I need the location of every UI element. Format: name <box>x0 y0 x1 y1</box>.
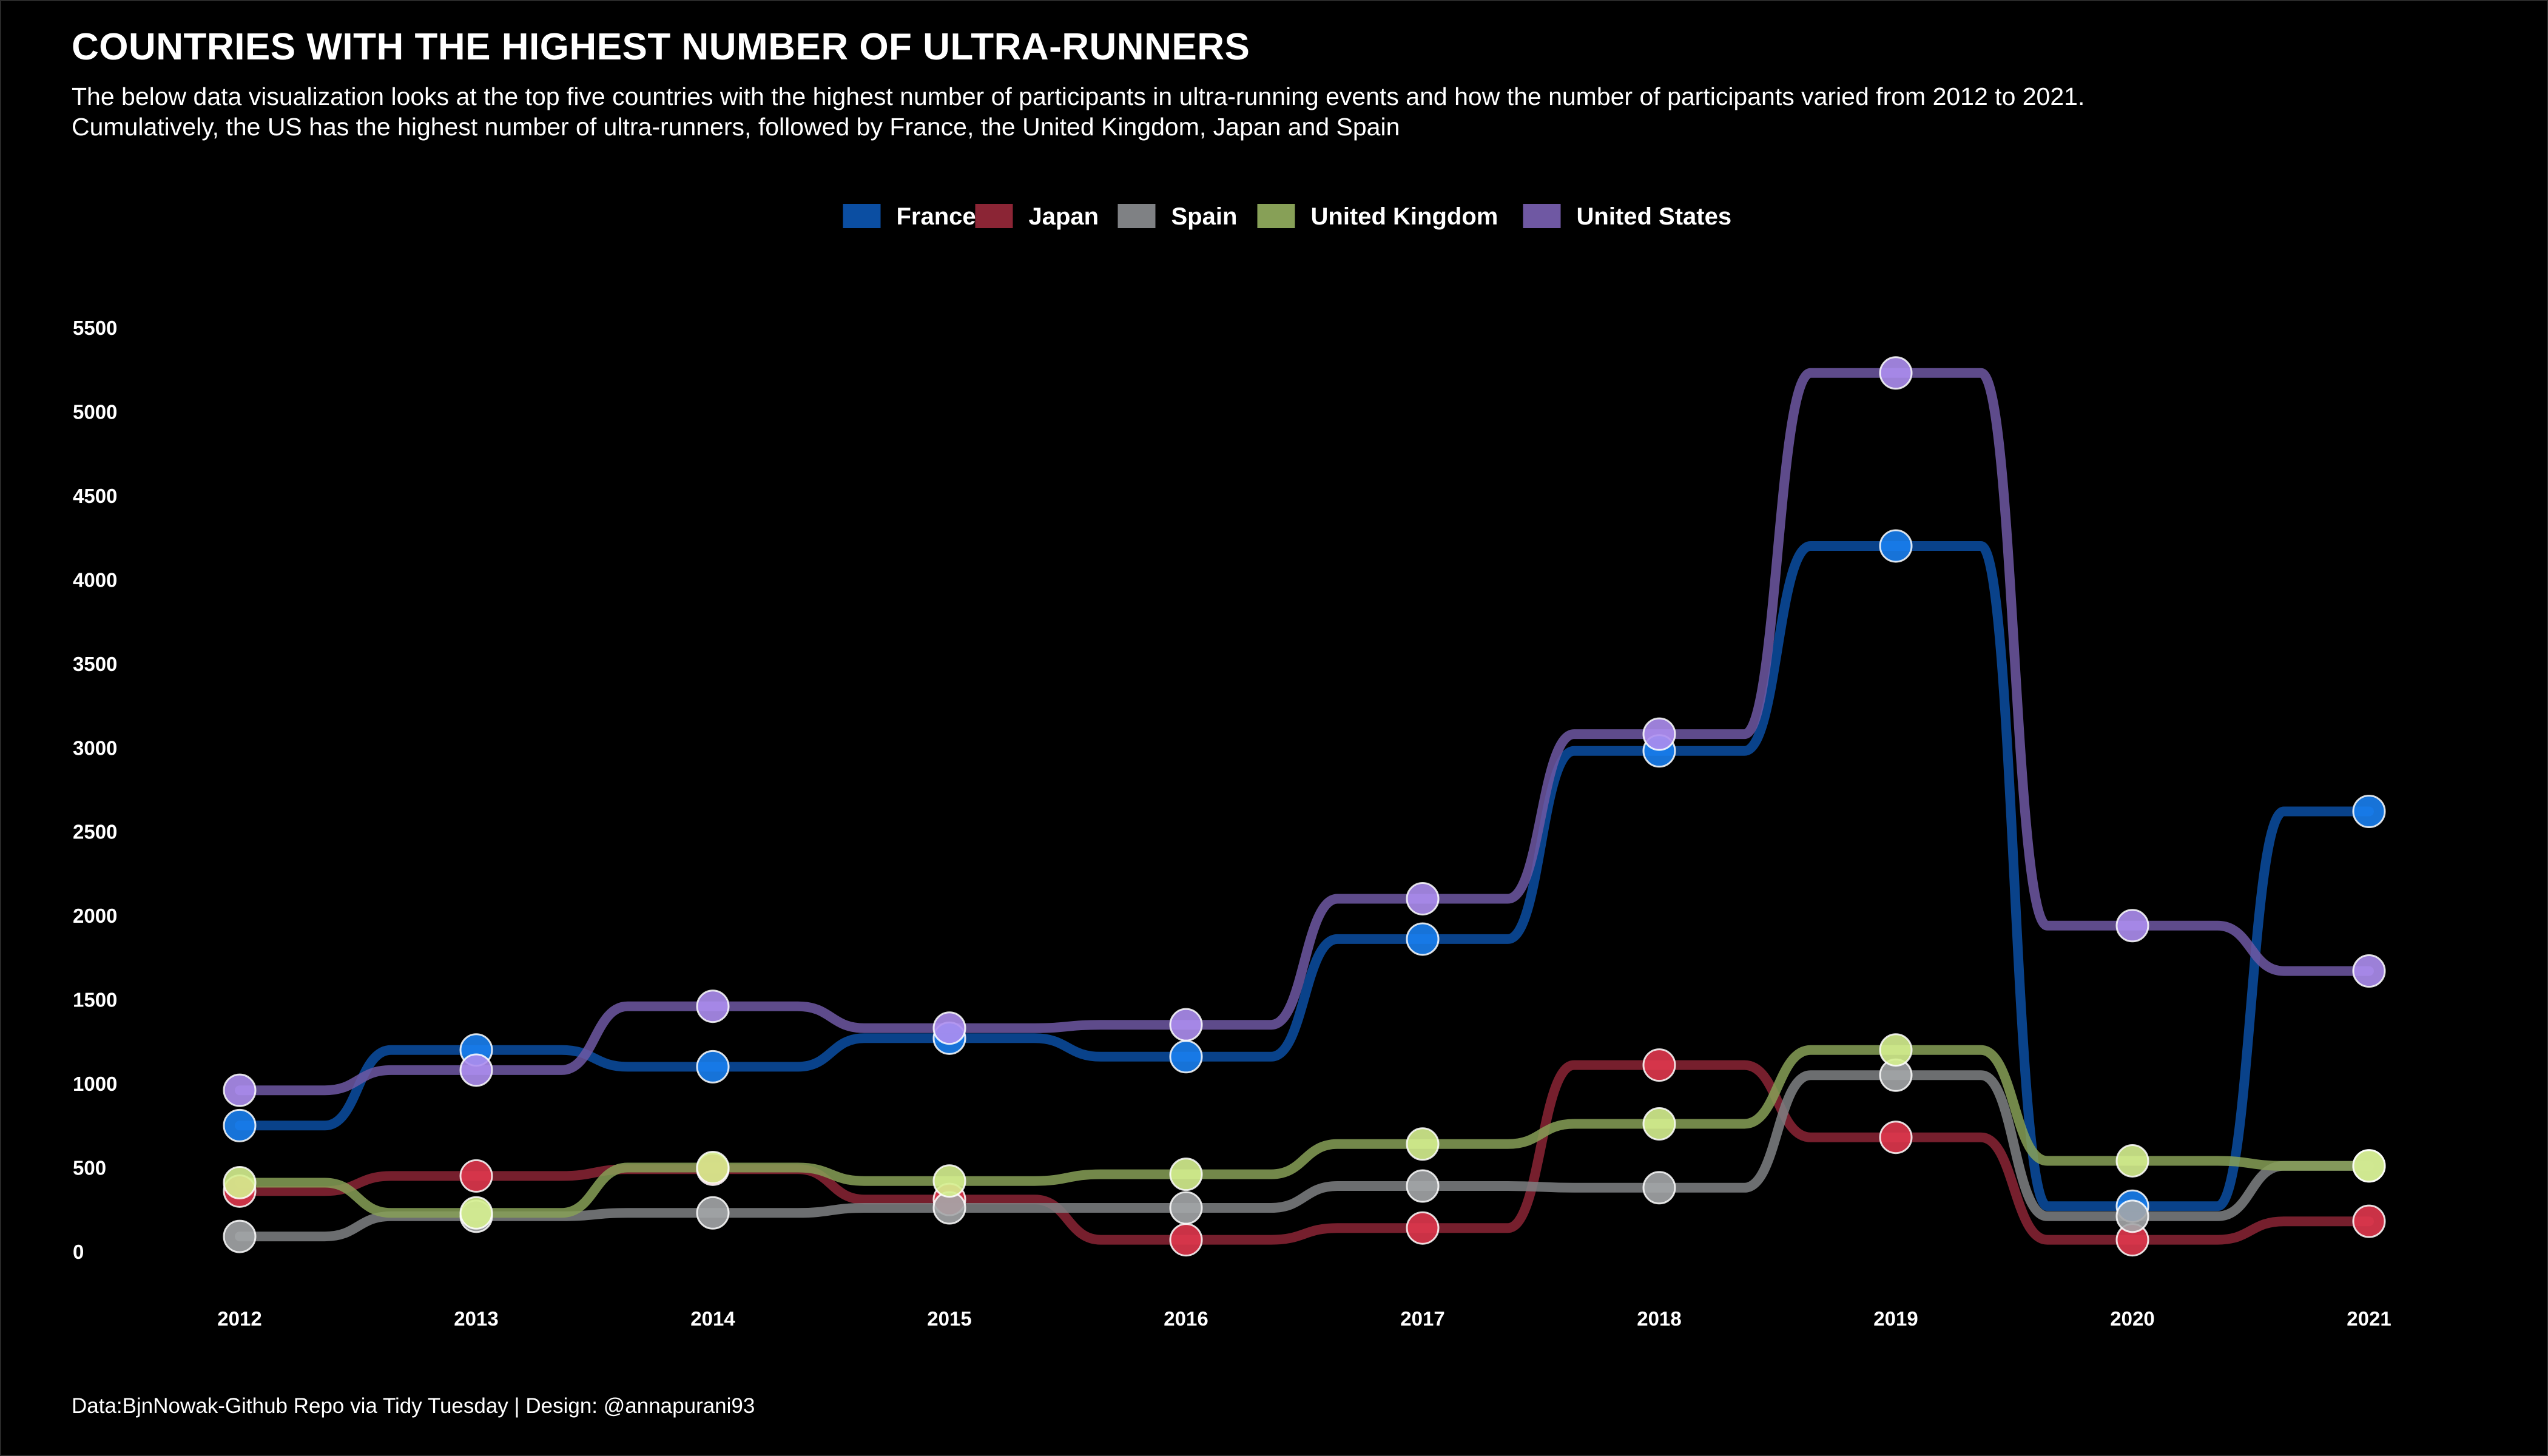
y-axis: 0 500 1000 1500 2000 2500 3000 3500 4000 4500 5000… <box>73 317 117 1263</box>
y-tick-label: 5000 <box>73 400 117 423</box>
data-point-united-states <box>1169 1008 1203 1042</box>
data-point-united-states <box>696 989 730 1023</box>
data-point-spain <box>696 1196 730 1230</box>
y-tick-label: 0 <box>73 1241 84 1263</box>
series-points <box>223 356 2386 1257</box>
data-point-united-kingdom <box>2115 1144 2149 1178</box>
series-line-united-states <box>235 368 2374 1096</box>
x-tick-label: 2014 <box>690 1307 735 1330</box>
legend-label: Japan <box>1029 203 1099 230</box>
legend-item-japan: Japan <box>975 203 1099 230</box>
data-point-united-kingdom <box>696 1151 730 1185</box>
data-point-spain <box>1169 1191 1203 1225</box>
data-point-united-states <box>932 1011 966 1045</box>
data-point-france <box>2352 794 2386 828</box>
data-point-spain <box>223 1219 257 1253</box>
x-tick-label: 2021 <box>2347 1307 2391 1330</box>
chart-subtitle: The below data visualization looks at th… <box>72 83 2085 141</box>
y-tick-label: 500 <box>73 1157 106 1179</box>
y-tick-label: 1000 <box>73 1073 117 1095</box>
x-tick-label: 2013 <box>454 1307 498 1330</box>
legend-swatch <box>1117 204 1156 228</box>
data-point-france <box>696 1050 730 1084</box>
chart-caption: Data:BjnNowak-Github Repo via Tidy Tuesd… <box>72 1394 755 1418</box>
data-point-united-states <box>1879 356 1913 390</box>
data-point-united-kingdom <box>1406 1127 1440 1161</box>
y-tick-label: 2500 <box>73 821 117 843</box>
data-point-france <box>1879 529 1913 563</box>
x-tick-label: 2015 <box>927 1307 971 1330</box>
y-tick-label: 4500 <box>73 485 117 507</box>
data-point-united-states <box>223 1073 257 1107</box>
y-tick-label: 3500 <box>73 653 117 675</box>
data-point-japan <box>1406 1211 1440 1245</box>
data-point-france <box>1406 922 1440 956</box>
x-tick-label: 2020 <box>2110 1307 2154 1330</box>
series-line-france <box>235 541 2374 1212</box>
data-point-united-states <box>2352 954 2386 988</box>
data-point-united-kingdom <box>2352 1149 2386 1183</box>
x-tick-label: 2018 <box>1637 1307 1681 1330</box>
legend-item-united-states: United States <box>1523 203 1732 230</box>
legend-swatch <box>1257 204 1295 228</box>
series-line-united-kingdom <box>235 1045 2374 1218</box>
y-tick-label: 1500 <box>73 989 117 1011</box>
data-point-france <box>223 1108 257 1142</box>
data-point-japan <box>2352 1204 2386 1238</box>
legend-label: Spain <box>1171 203 1238 230</box>
legend-label: United States <box>1577 203 1732 230</box>
x-tick-label: 2016 <box>1164 1307 1208 1330</box>
data-point-spain <box>2115 1199 2149 1233</box>
legend-swatch <box>1523 204 1561 228</box>
chart-title: COUNTRIES WITH THE HIGHEST NUMBER OF ULT… <box>72 26 1250 68</box>
data-point-spain <box>1406 1169 1440 1203</box>
y-tick-label: 5500 <box>73 317 117 339</box>
data-point-japan <box>1879 1121 1913 1154</box>
x-tick-label: 2019 <box>1873 1307 1918 1330</box>
data-point-united-kingdom <box>1879 1033 1913 1067</box>
data-point-united-kingdom <box>1169 1158 1203 1191</box>
y-tick-label: 4000 <box>73 568 117 591</box>
x-tick-label: 2012 <box>217 1307 261 1330</box>
data-point-united-kingdom <box>223 1165 257 1199</box>
series-lines <box>235 368 2374 1245</box>
legend-item-france: France <box>843 203 976 230</box>
y-tick-label: 3000 <box>73 736 117 759</box>
data-point-japan <box>1169 1223 1203 1257</box>
y-tick-label: 2000 <box>73 905 117 927</box>
data-point-united-kingdom <box>1642 1107 1676 1141</box>
data-point-united-states <box>1406 881 1440 915</box>
legend-swatch <box>975 204 1013 228</box>
data-point-united-states <box>1642 717 1676 751</box>
series-line-spain <box>235 1070 2374 1242</box>
legend-item-united-kingdom: United Kingdom <box>1257 203 1498 230</box>
data-point-united-states <box>459 1053 493 1087</box>
data-point-france <box>1169 1040 1203 1074</box>
data-point-japan <box>1642 1048 1676 1082</box>
legend-label: France <box>897 203 976 230</box>
x-axis: 2012 2013 2014 2015 2016 2017 2018 2019 2020 2021 <box>217 1307 2391 1330</box>
data-point-united-kingdom <box>932 1164 966 1198</box>
x-tick-label: 2017 <box>1400 1307 1444 1330</box>
data-point-united-kingdom <box>459 1196 493 1230</box>
legend-swatch <box>843 204 881 228</box>
legend: France Japan Spain United Kingdom United Sta… <box>843 203 1732 230</box>
legend-label: United Kingdom <box>1311 203 1498 230</box>
data-point-japan <box>459 1159 493 1193</box>
data-point-united-states <box>2115 909 2149 943</box>
legend-item-spain: Spain <box>1117 203 1238 230</box>
data-point-spain <box>1642 1171 1676 1205</box>
